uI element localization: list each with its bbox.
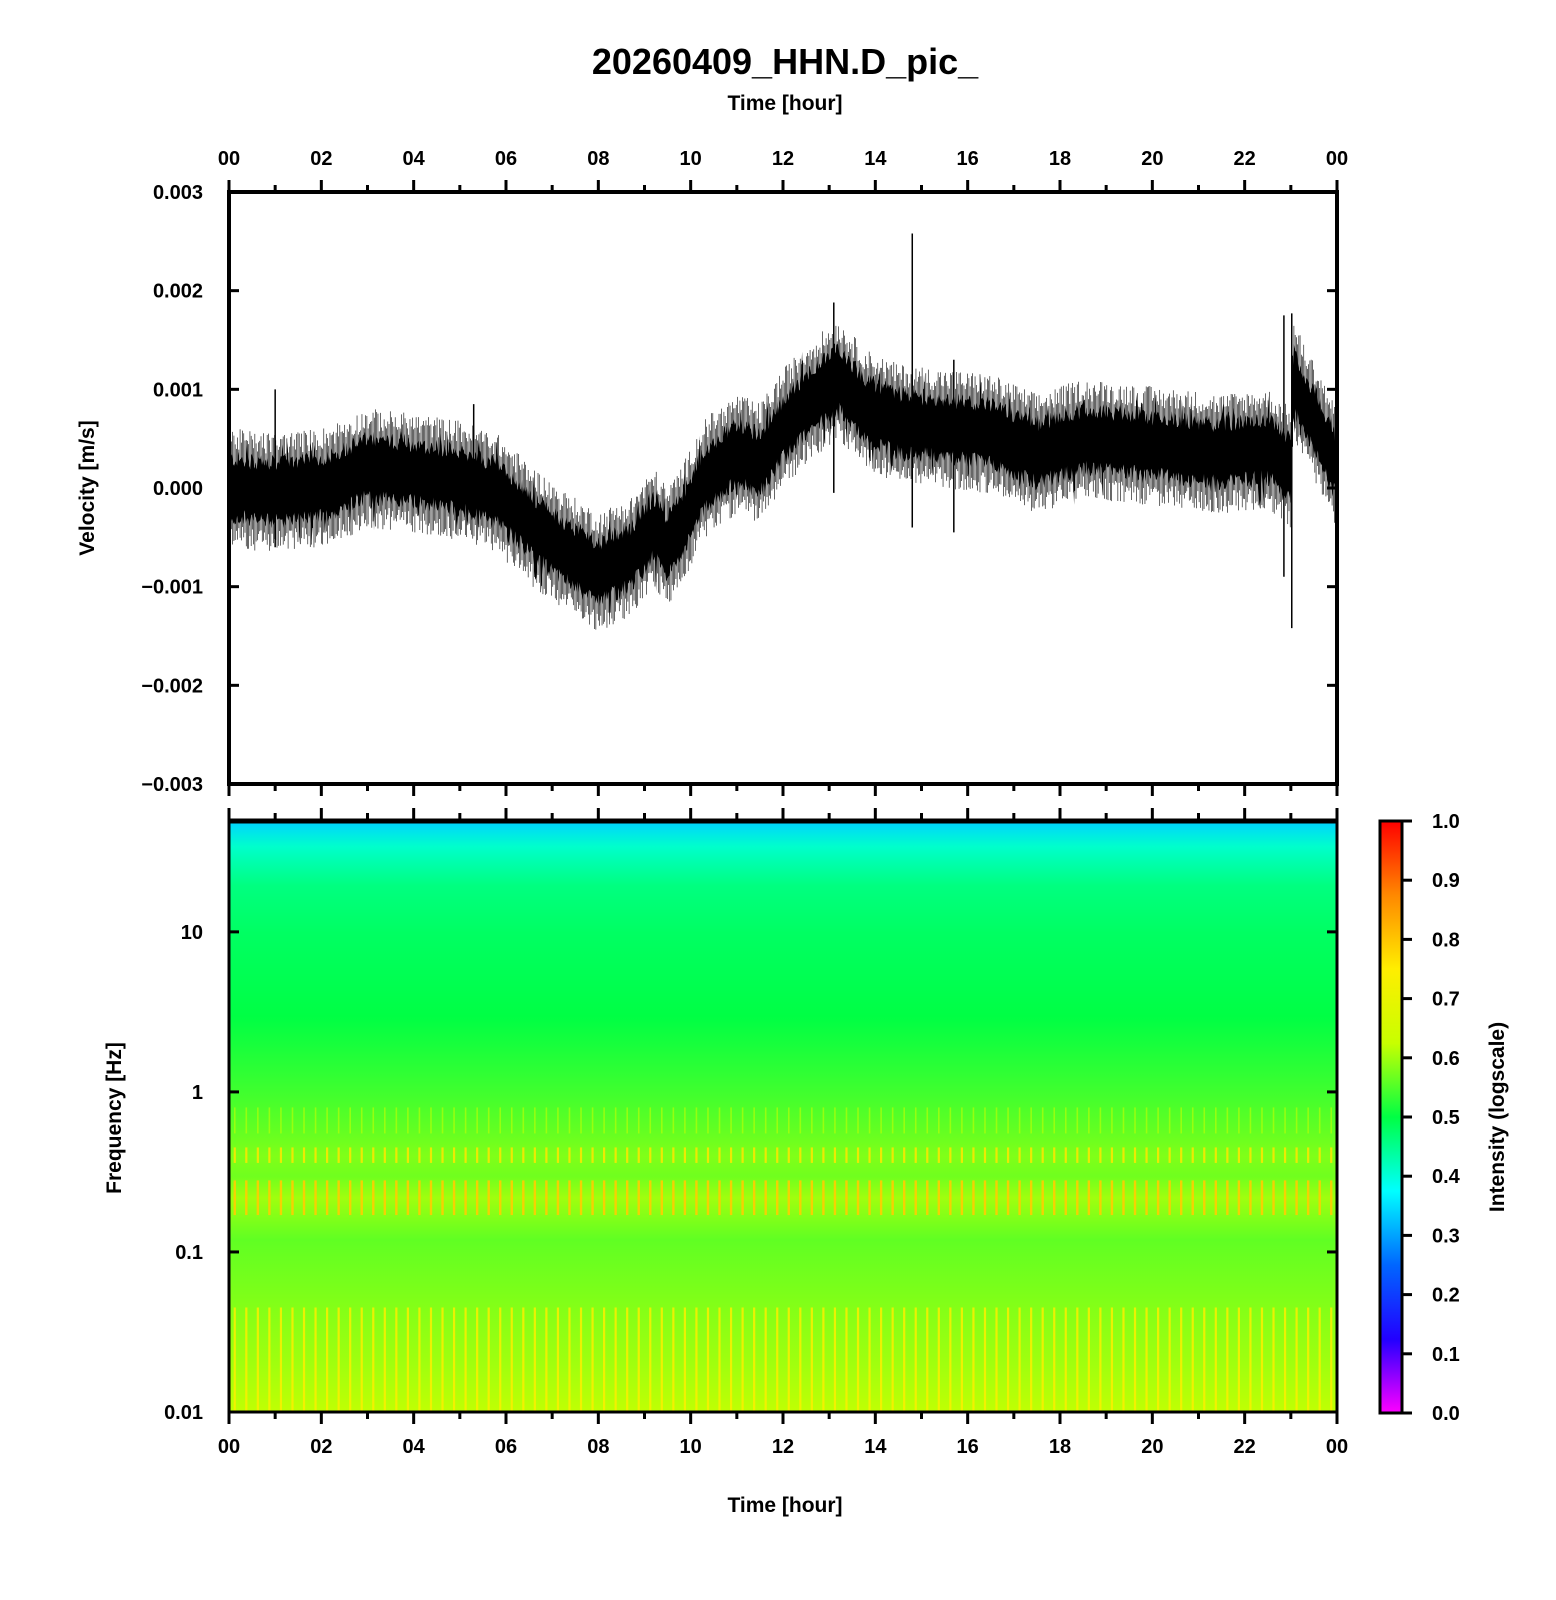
colorbar-label: Intensity (logscale) (1486, 1022, 1509, 1212)
colorbar-tick-label: 0.5 (1432, 1107, 1460, 1129)
x-tick-label: 20 (1141, 148, 1163, 170)
colorbar-tick-label: 0.2 (1432, 1285, 1460, 1307)
spectrogram-y-axis: 10 1 0.1 0.01 (164, 922, 1337, 1424)
x-tick-label: 18 (1049, 1436, 1071, 1458)
bottom-x-axis-label: Time [hour] (727, 1494, 842, 1517)
colorbar-tick-label: 0.6 (1432, 1048, 1460, 1070)
x-tick-label: 00 (218, 1436, 240, 1458)
x-tick-label: 22 (1234, 1436, 1256, 1458)
x-tick-label: 04 (403, 1436, 426, 1458)
x-tick-label: 04 (403, 148, 426, 170)
colorbar-gradient (1378, 819, 1404, 1415)
x-tick-label: 14 (864, 148, 887, 170)
colorbar-tick-label: 0.4 (1432, 1166, 1461, 1188)
spectrogram-x-axis: 00 02 04 06 08 10 12 14 16 18 20 22 00 (218, 808, 1348, 1458)
velocity-x-ticks-bottom (227, 784, 1339, 796)
velocity-spikes (274, 233, 1293, 629)
x-tick-label: 06 (495, 1436, 517, 1458)
velocity-panel: 00 02 04 06 08 10 12 14 16 18 20 22 00 0.0030.0020.0… (76, 148, 1348, 796)
spectrogram-background (230, 822, 1336, 1412)
x-tick-label: 18 (1049, 148, 1071, 170)
colorbar-tick-label: 0.7 (1432, 989, 1460, 1011)
velocity-x-ticks-top: 00 02 04 06 08 10 12 14 16 18 20 22 00 (218, 148, 1348, 192)
x-tick-label: 00 (1326, 148, 1348, 170)
y-tick-label: −0.003 (141, 774, 203, 796)
x-tick-label: 10 (680, 148, 702, 170)
colorbar-ticks: 1.0 0.9 0.8 0.7 0.6 0.5 0.4 0.3 0.2 0.1 0.0 (1402, 811, 1461, 1425)
colorbar-tick-label: 0.9 (1432, 870, 1460, 892)
velocity-trace (228, 325, 1338, 630)
y-tick-label: −0.001 (141, 577, 203, 599)
top-x-axis-label: Time [hour] (727, 92, 842, 115)
spectrogram-y-axis-label: Frequency [Hz] (103, 1042, 126, 1194)
colorbar-tick-label: 0.8 (1432, 929, 1460, 951)
x-tick-label: 16 (957, 148, 979, 170)
y-tick-label: 1 (192, 1082, 203, 1104)
x-tick-label: 02 (310, 1436, 332, 1458)
spectrogram-panel: 00 02 04 06 08 10 12 14 16 18 20 22 00 10 1 0.1 0.01 Fr… (103, 808, 1348, 1517)
x-tick-label: 02 (310, 148, 332, 170)
y-tick-label: −0.002 (141, 675, 203, 697)
x-tick-label: 00 (218, 148, 240, 170)
colorbar-tick-label: 0.0 (1432, 1403, 1460, 1425)
velocity-y-axis-label: Velocity [m/s] (76, 420, 99, 555)
colorbar-tick-label: 0.3 (1432, 1225, 1460, 1247)
x-tick-label: 10 (680, 1436, 702, 1458)
y-tick-label: 0.003 (153, 182, 203, 204)
x-tick-label: 12 (772, 1436, 794, 1458)
y-tick-label: 0.1 (175, 1242, 203, 1264)
x-tick-label: 12 (772, 148, 794, 170)
y-tick-label: 0.001 (153, 379, 203, 401)
velocity-y-axis: 0.003 0.002 0.001 0.000 −0.001 −0.002 −0.003 (141, 182, 1337, 796)
y-tick-label: 0.002 (153, 281, 203, 303)
y-tick-label: 0.01 (164, 1402, 203, 1424)
colorbar: 1.0 0.9 0.8 0.7 0.6 0.5 0.4 0.3 0.2 0.1 0.0 Intens… (1378, 811, 1509, 1425)
figure-title: 20260409_HHN.D_pic_ (592, 41, 979, 82)
y-tick-label: 10 (181, 922, 203, 944)
colorbar-tick-label: 1.0 (1432, 811, 1460, 833)
colorbar-tick-label: 0.1 (1432, 1344, 1460, 1366)
x-tick-label: 14 (864, 1436, 887, 1458)
spectrogram-stripes (233, 1107, 1333, 1412)
x-tick-label: 06 (495, 148, 517, 170)
x-tick-label: 08 (587, 1436, 609, 1458)
x-tick-label: 16 (957, 1436, 979, 1458)
x-tick-label: 20 (1141, 1436, 1163, 1458)
y-tick-label: 0.000 (153, 478, 203, 500)
x-tick-label: 08 (587, 148, 609, 170)
x-tick-label: 22 (1234, 148, 1256, 170)
x-tick-label: 00 (1326, 1436, 1348, 1458)
